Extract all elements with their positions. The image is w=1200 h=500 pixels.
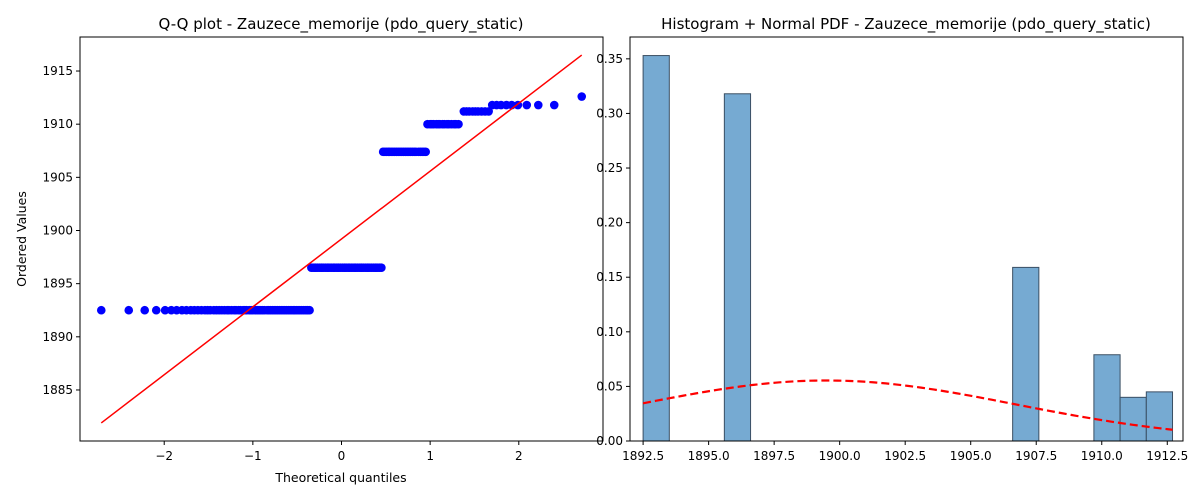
qq-y-tick-label: 1910 xyxy=(42,117,73,131)
histogram-x-tick-label: 1910.0 xyxy=(1081,449,1123,463)
histogram-bar xyxy=(723,93,752,442)
histogram-y-tick-label: 0.30 xyxy=(596,106,623,120)
histogram-y-tick-label: 0.25 xyxy=(596,161,623,175)
qq-y-tick-label: 1890 xyxy=(42,330,73,344)
qq-point xyxy=(151,305,161,315)
histogram-plot-area: 1892.5 1895.0 1897.5 1900.0 1902.5 1905.0 1907… xyxy=(596,52,1188,463)
qq-y-tick-label: 1915 xyxy=(42,64,73,78)
qq-x-tick-label: 0 xyxy=(338,449,346,463)
qq-point xyxy=(549,100,559,110)
qq-plot-area: −2 −1 0 1 2 1885 1890 1895 1900 1905 1910 1915 xyxy=(42,54,587,463)
qq-point xyxy=(522,100,532,110)
histogram-x-tick-label: 1900.0 xyxy=(819,449,861,463)
normal-pdf-curve xyxy=(642,379,1173,431)
histogram-bar xyxy=(1145,391,1174,442)
histogram-y-tick-label: 0.35 xyxy=(596,52,623,66)
qq-y-tick-label: 1895 xyxy=(42,277,73,291)
qq-point xyxy=(96,305,106,315)
histogram-title: Histogram + Normal PDF - Zauzece_memorij… xyxy=(661,15,1151,34)
qq-point xyxy=(140,305,150,315)
qq-point xyxy=(124,305,134,315)
histogram-frame xyxy=(629,36,1184,442)
qq-x-tick-label: −2 xyxy=(155,449,173,463)
qq-point xyxy=(160,305,170,315)
histogram-bar xyxy=(642,55,670,442)
histogram-x-tick-label: 1895.0 xyxy=(688,449,730,463)
qq-point xyxy=(377,263,386,273)
qq-y-axis-label: Ordered Values xyxy=(14,191,29,287)
qq-point xyxy=(454,119,463,129)
qq-point xyxy=(421,147,431,157)
qq-y-tick-label: 1885 xyxy=(42,383,73,397)
histogram-x-tick-label: 1912.5 xyxy=(1146,449,1188,463)
qq-point xyxy=(305,305,314,315)
histogram-bar xyxy=(1119,396,1147,442)
histogram-x-tick-label: 1907.5 xyxy=(1015,449,1057,463)
histogram-x-tick-label: 1897.5 xyxy=(753,449,795,463)
histogram-bar xyxy=(1012,266,1040,442)
histogram-panel: Histogram + Normal PDF - Zauzece_memorij… xyxy=(596,15,1188,463)
qq-point xyxy=(577,92,587,101)
qq-plot-frame xyxy=(79,36,604,442)
qq-x-tick-label: −1 xyxy=(244,449,262,463)
qq-x-axis-label: Theoretical quantiles xyxy=(274,470,406,485)
qq-plot-title: Q-Q plot - Zauzece_memorije (pdo_query_s… xyxy=(158,15,523,34)
qq-x-tick-label: 2 xyxy=(515,449,523,463)
histogram-x-tick-label: 1905.0 xyxy=(950,449,992,463)
histogram-y-tick-label: 0.15 xyxy=(596,270,623,284)
qq-point xyxy=(533,100,543,110)
qq-y-tick-label: 1905 xyxy=(42,170,73,184)
qq-y-tick-label: 1900 xyxy=(42,223,73,237)
histogram-y-tick-label: 0.20 xyxy=(596,216,623,230)
histogram-x-tick-label: 1892.5 xyxy=(622,449,664,463)
histogram-y-tick-label: 0.00 xyxy=(596,434,623,448)
histogram-x-tick-label: 1902.5 xyxy=(884,449,926,463)
histogram-y-tick-label: 0.05 xyxy=(596,379,623,393)
histogram-y-tick-label: 0.10 xyxy=(596,325,623,339)
histogram-bar xyxy=(1093,354,1121,442)
qq-fit-line xyxy=(100,54,583,424)
qq-plot-panel: Q-Q plot - Zauzece_memorije (pdo_query_s… xyxy=(14,15,604,485)
qq-point xyxy=(484,107,493,116)
qq-x-tick-label: 1 xyxy=(426,449,434,463)
